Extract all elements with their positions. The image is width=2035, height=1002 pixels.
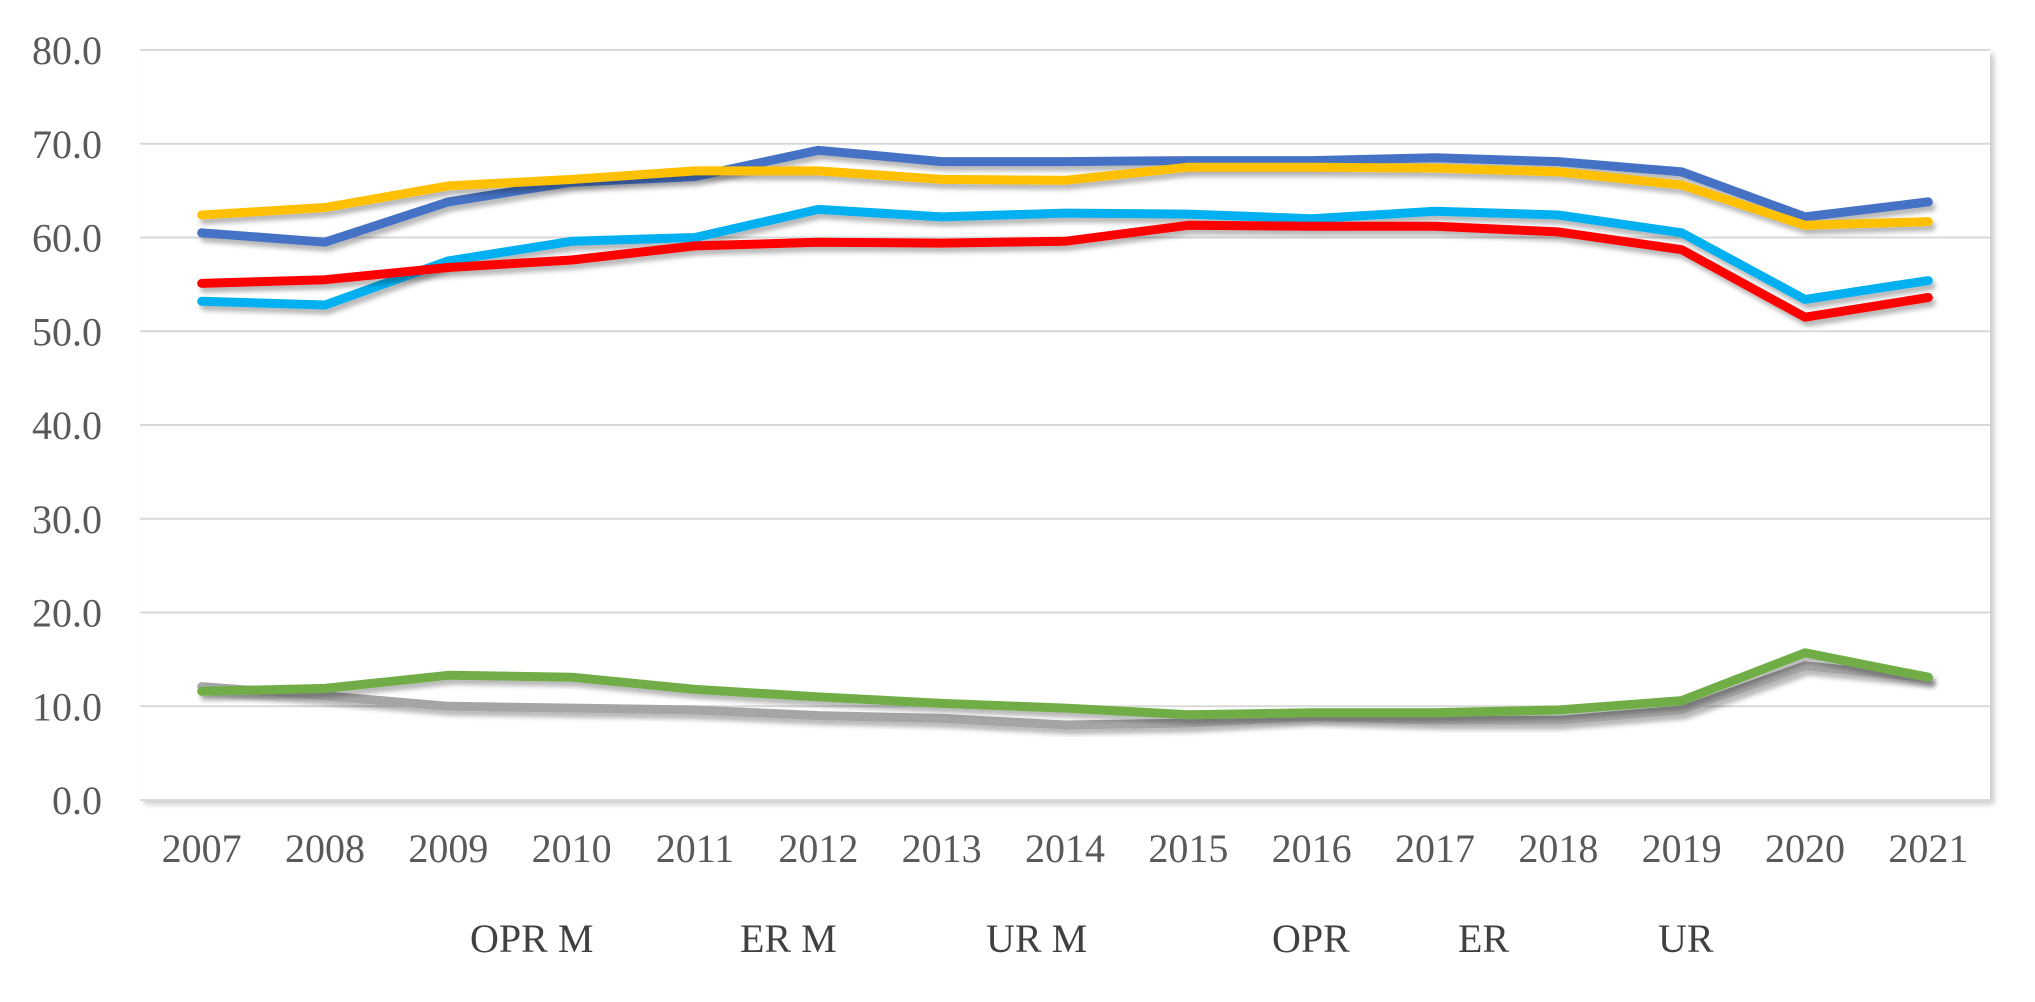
- x-tick-label: 2018: [1518, 826, 1598, 871]
- series-line-er: [197, 220, 1933, 322]
- x-tick-label: 2017: [1395, 826, 1475, 871]
- x-tick-label: 2013: [902, 826, 982, 871]
- y-tick-label: 0.0: [52, 778, 102, 823]
- y-tick-label: 50.0: [32, 309, 102, 354]
- series-line-opr: [197, 162, 1933, 230]
- legend-label-opr: OPR: [1272, 916, 1350, 961]
- x-tick-label: 2019: [1642, 826, 1722, 871]
- y-tick-label: 80.0: [32, 28, 102, 73]
- x-tick-label: 2015: [1148, 826, 1228, 871]
- y-tick-label: 60.0: [32, 216, 102, 261]
- y-tick-label: 20.0: [32, 591, 102, 636]
- legend-label-er: ER: [1458, 916, 1509, 961]
- x-tick-label: 2011: [656, 826, 735, 871]
- y-axis-ticks: 0.0 10.0 20.0 30.0 40.0 50.0 60.0 70.0 80.0: [32, 28, 102, 823]
- x-tick-label: 2010: [532, 826, 612, 871]
- x-tick-label: 2014: [1025, 826, 1105, 871]
- series-line-ur-m: [197, 661, 1933, 730]
- legend-label-opr-m: OPR M: [470, 916, 593, 961]
- y-tick-label: 30.0: [32, 497, 102, 542]
- series-lines: [197, 145, 1933, 730]
- series-line-er-m: [197, 204, 1933, 310]
- x-tick-label: 2020: [1765, 826, 1845, 871]
- x-tick-label: 2021: [1888, 826, 1968, 871]
- y-tick-label: 40.0: [32, 403, 102, 448]
- x-tick-label: 2012: [778, 826, 858, 871]
- y-tick-label: 70.0: [32, 122, 102, 167]
- legend-label-ur-m: UR M: [986, 916, 1087, 961]
- y-tick-label: 10.0: [32, 684, 102, 729]
- series-line-opr-m: [197, 145, 1933, 247]
- legend: OPR M ER M UR M OPR ER UR: [353, 916, 1714, 961]
- x-tick-label: 2008: [285, 826, 365, 871]
- x-axis-ticks: 2007 2008 2009 2010 2011 2012 2013 2014 2015 2016…: [162, 826, 1969, 871]
- x-tick-label: 2016: [1272, 826, 1352, 871]
- x-tick-label: 2007: [162, 826, 242, 871]
- series-line-ur: [197, 648, 1933, 720]
- x-tick-label: 2009: [408, 826, 488, 871]
- legend-label-er-m: ER M: [740, 916, 837, 961]
- legend-label-ur: UR: [1658, 916, 1714, 961]
